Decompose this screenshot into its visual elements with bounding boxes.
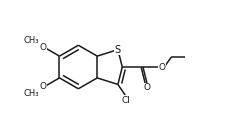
Text: O: O (40, 43, 47, 52)
Text: O: O (143, 83, 150, 92)
Text: S: S (115, 45, 121, 55)
Text: O: O (40, 82, 47, 91)
Text: Cl: Cl (122, 96, 130, 105)
Text: CH₃: CH₃ (23, 89, 39, 98)
Text: O: O (159, 62, 166, 72)
Text: CH₃: CH₃ (23, 36, 39, 45)
